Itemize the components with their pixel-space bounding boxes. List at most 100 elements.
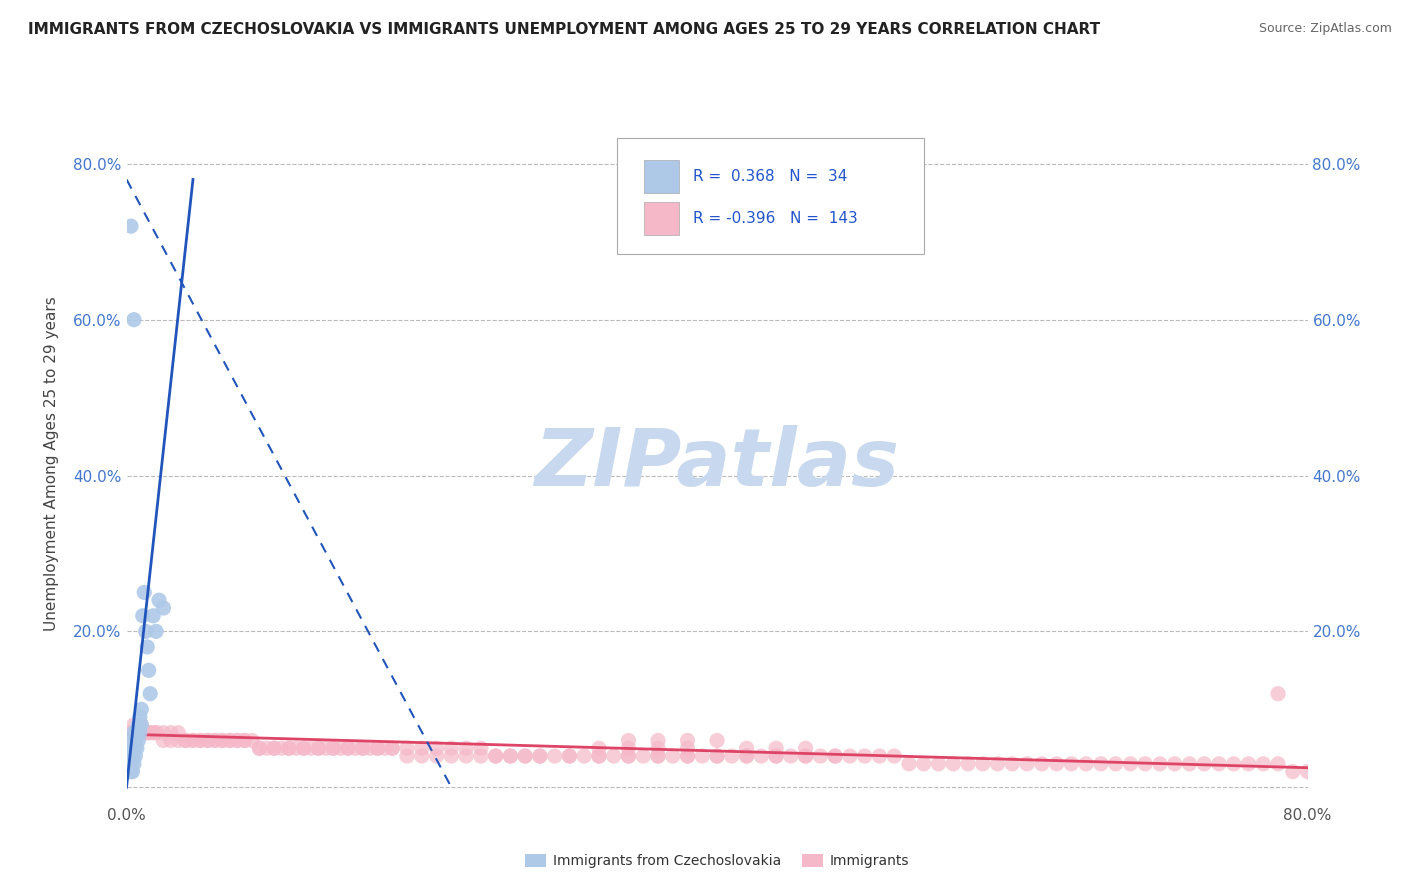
Point [647, 741, 669, 756]
Point [1045, 756, 1069, 771]
Point [292, 741, 315, 756]
Point [794, 749, 817, 764]
Point [706, 749, 728, 764]
Point [588, 749, 610, 764]
Point [690, 749, 713, 764]
Point [1192, 756, 1215, 771]
Point [1076, 756, 1098, 771]
Point [425, 749, 447, 764]
Point [159, 733, 183, 747]
Point [484, 749, 508, 764]
Point [735, 749, 758, 764]
Point [617, 733, 640, 747]
Point [134, 585, 156, 599]
Point [396, 749, 419, 764]
Point [617, 749, 640, 764]
Point [1133, 756, 1156, 771]
Point [765, 749, 787, 764]
Point [122, 756, 145, 771]
Point [136, 640, 159, 654]
Point [139, 725, 162, 739]
Point [148, 593, 170, 607]
Point [122, 741, 145, 756]
Point [127, 725, 149, 739]
Point [676, 749, 699, 764]
Point [118, 756, 141, 771]
Point [1090, 756, 1112, 771]
Point [515, 749, 537, 764]
Point [588, 741, 610, 756]
Point [1149, 756, 1171, 771]
Point [440, 741, 463, 756]
Point [128, 710, 150, 724]
Point [661, 749, 683, 764]
Point [676, 741, 699, 756]
Point [765, 741, 787, 756]
Point [883, 749, 905, 764]
Point [647, 749, 669, 764]
Point [129, 718, 153, 732]
FancyBboxPatch shape [644, 161, 679, 193]
Point [1164, 756, 1187, 771]
Point [499, 749, 522, 764]
Point [233, 733, 256, 747]
Point [152, 725, 174, 739]
Point [647, 749, 669, 764]
Point [810, 749, 832, 764]
Point [381, 741, 404, 756]
Point [278, 741, 301, 756]
Point [529, 749, 551, 764]
Point [425, 741, 447, 756]
Point [263, 741, 285, 756]
Text: R =  0.368   N =  34: R = 0.368 N = 34 [693, 169, 848, 184]
Point [558, 749, 581, 764]
Point [411, 741, 433, 756]
Point [174, 733, 197, 747]
Point [120, 741, 142, 756]
Point [454, 741, 477, 756]
Point [1251, 756, 1274, 771]
Point [181, 733, 204, 747]
Point [838, 749, 860, 764]
Point [174, 733, 197, 747]
Point [315, 741, 337, 756]
Point [278, 741, 301, 756]
Point [1017, 756, 1039, 771]
Point [824, 749, 846, 764]
Point [344, 741, 367, 756]
Point [120, 756, 142, 771]
Point [117, 764, 139, 779]
Point [588, 749, 610, 764]
Point [558, 749, 581, 764]
Point [1060, 756, 1083, 771]
Point [152, 733, 174, 747]
Point [396, 741, 419, 756]
Point [352, 741, 374, 756]
Point [127, 718, 149, 732]
Point [120, 764, 142, 779]
Point [125, 725, 148, 739]
Point [1282, 764, 1305, 779]
Point [676, 749, 699, 764]
Point [219, 733, 242, 747]
Point [122, 725, 145, 739]
Point [942, 756, 965, 771]
Point [322, 741, 344, 756]
Point [1031, 756, 1053, 771]
Point [121, 725, 143, 739]
Point [197, 733, 219, 747]
Point [366, 741, 388, 756]
Text: IMMIGRANTS FROM CZECHOSLOVAKIA VS IMMIGRANTS UNEMPLOYMENT AMONG AGES 25 TO 29 YE: IMMIGRANTS FROM CZECHOSLOVAKIA VS IMMIGR… [28, 22, 1101, 37]
Point [411, 749, 433, 764]
Point [128, 725, 150, 739]
Point [735, 749, 758, 764]
Point [853, 749, 876, 764]
Point [263, 741, 285, 756]
Y-axis label: Unemployment Among Ages 25 to 29 years: Unemployment Among Ages 25 to 29 years [45, 296, 59, 632]
Text: Source: ZipAtlas.com: Source: ZipAtlas.com [1258, 22, 1392, 36]
Point [928, 756, 950, 771]
Point [543, 749, 565, 764]
Point [129, 718, 153, 732]
Point [676, 733, 699, 747]
Point [337, 741, 360, 756]
